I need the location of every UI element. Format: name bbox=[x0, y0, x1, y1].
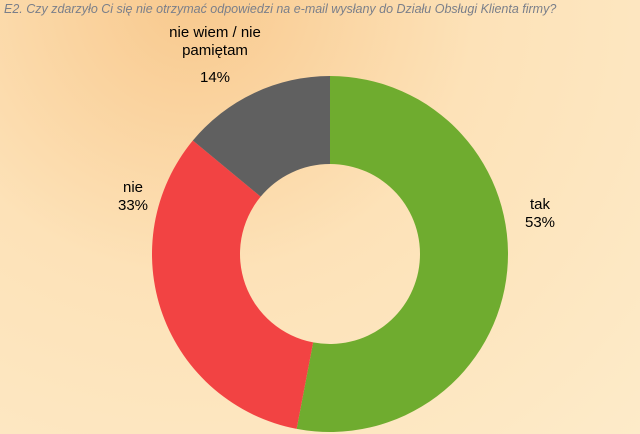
slice-value-label: 33% bbox=[117, 197, 149, 214]
donut-slice bbox=[296, 76, 508, 432]
donut-slice bbox=[151, 140, 314, 429]
slice-label: tak bbox=[529, 196, 550, 213]
slice-value-label: 14% bbox=[199, 69, 231, 86]
donut-slice bbox=[192, 76, 330, 197]
slice-value-label: 53% bbox=[524, 214, 556, 231]
slice-label: nie wiem / nie pamiętam bbox=[169, 24, 261, 59]
chart-title: E2. Czy zdarzyło Ci się nie otrzymać odp… bbox=[4, 2, 557, 16]
slice-label: nie bbox=[122, 179, 144, 196]
